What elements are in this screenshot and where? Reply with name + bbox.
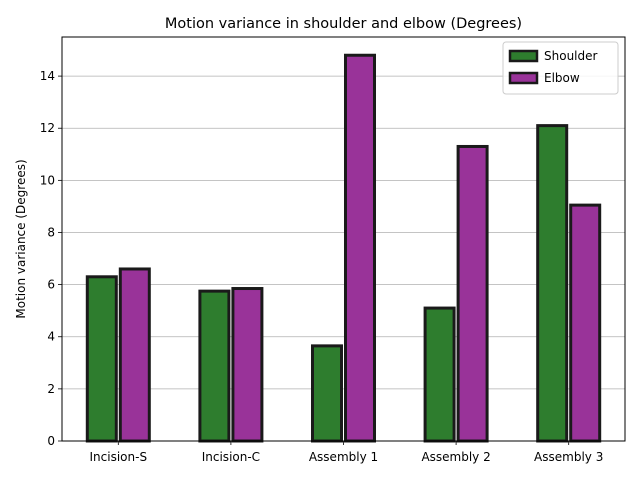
- bars: [85, 53, 602, 443]
- legend-label-elbow: Elbow: [544, 71, 580, 85]
- legend-swatch-elbow: [508, 71, 539, 85]
- bar-shoulder-3: [311, 344, 343, 443]
- bar-elbow-4: [456, 144, 489, 443]
- legend: Shoulder Elbow: [502, 41, 619, 95]
- bar-elbow-3: [344, 53, 376, 443]
- y-tick-label: 12: [40, 121, 55, 135]
- bar-shoulder-1: [85, 275, 118, 443]
- x-tick-label: Assembly 3: [534, 450, 603, 464]
- chart-title: Motion variance in shoulder and elbow (D…: [165, 16, 522, 32]
- legend-swatch-shoulder: [508, 49, 539, 63]
- bar-elbow-2: [231, 287, 264, 443]
- x-tick-label: Incision-S: [90, 450, 148, 464]
- x-tick-label: Assembly 2: [421, 450, 490, 464]
- y-axis: 0 2 4 6 8 10 12 14: [40, 69, 62, 448]
- y-tick-label: 8: [47, 225, 55, 239]
- y-tick-label: 2: [47, 382, 55, 396]
- bar-elbow-5: [569, 203, 602, 443]
- y-tick-label: 10: [40, 173, 55, 187]
- legend-label-shoulder: Shoulder: [544, 49, 598, 63]
- bar-shoulder-4: [423, 306, 456, 443]
- bar-shoulder-5: [536, 124, 569, 443]
- x-axis: Incision-S Incision-C Assembly 1 Assembly 2…: [90, 441, 603, 464]
- y-axis-label: Motion variance (Degrees): [14, 159, 28, 318]
- y-tick-label: 6: [47, 278, 55, 292]
- y-tick-label: 14: [40, 69, 55, 83]
- y-tick-label: 4: [47, 330, 55, 344]
- bar-shoulder-2: [198, 289, 231, 443]
- bar-elbow-1: [118, 267, 151, 443]
- y-tick-label: 0: [47, 434, 55, 448]
- x-tick-label: Assembly 1: [309, 450, 378, 464]
- x-tick-label: Incision-C: [202, 450, 260, 464]
